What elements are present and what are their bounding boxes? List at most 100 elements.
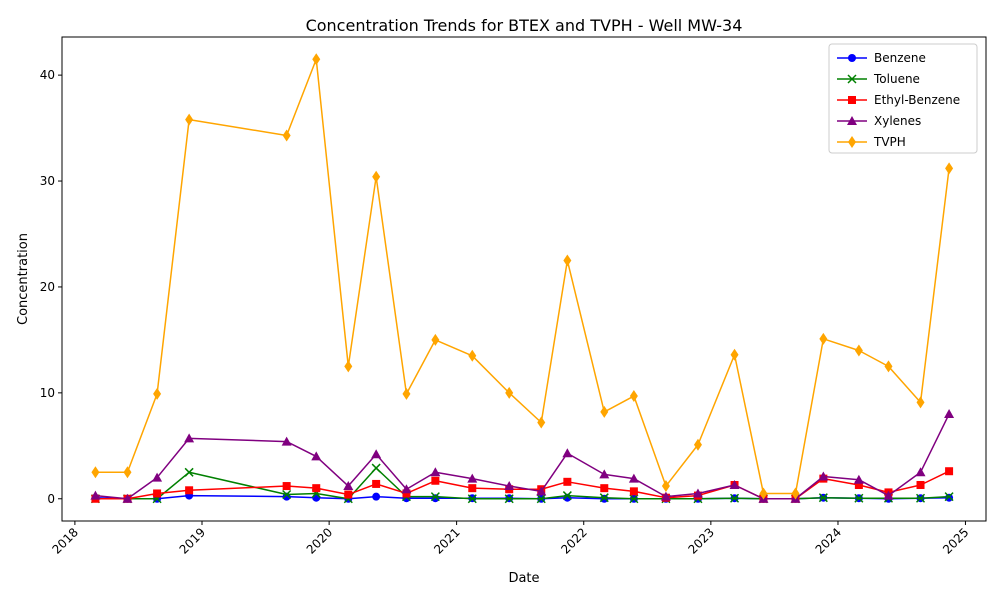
- legend-swatch-marker: [847, 74, 857, 84]
- xylenes-point: [504, 481, 515, 491]
- xylenes-point: [562, 448, 573, 458]
- tvph-point: [563, 254, 572, 267]
- tvph-point: [854, 344, 863, 357]
- toluene-point: [562, 491, 572, 501]
- ethyl-benzene-point: [372, 479, 381, 488]
- xylenes-point: [536, 486, 547, 496]
- xylenes-point: [660, 491, 671, 501]
- xylenes-point: [883, 490, 894, 500]
- tvph-point: [372, 170, 381, 183]
- legend-swatch-marker: [848, 54, 856, 62]
- ethyl-benzene-line: [95, 470, 950, 500]
- xylenes-point: [152, 472, 163, 482]
- xylenes-point: [371, 449, 382, 459]
- tvph-point: [505, 386, 514, 399]
- legend-item-toluene: Toluene: [837, 72, 920, 86]
- legend-label: Xylenes: [874, 114, 921, 128]
- y-axis-label: Concentration: [16, 233, 31, 325]
- ethyl-benzene-point: [468, 484, 477, 493]
- xylenes-point: [430, 467, 441, 477]
- tvph-series: [91, 53, 954, 500]
- y-tick-label: 30: [40, 174, 55, 188]
- toluene-point: [730, 493, 740, 503]
- tvph-point: [819, 332, 828, 345]
- xylenes-point: [281, 436, 292, 446]
- ethyl-benzene-point: [563, 477, 572, 486]
- benzene-point: [312, 493, 321, 502]
- tvph-point: [629, 390, 638, 403]
- legend-swatch-marker: [848, 96, 856, 104]
- xylenes-point: [915, 467, 926, 477]
- tvph-point: [759, 487, 768, 500]
- xylenes-point: [467, 473, 478, 483]
- tvph-point: [91, 466, 100, 479]
- ethyl-benzene-point: [945, 467, 954, 476]
- tvph-point: [402, 387, 411, 400]
- tvph-point: [468, 349, 477, 362]
- toluene-point: [854, 493, 864, 503]
- xylenes-point: [944, 409, 955, 419]
- legend-item-ethyl-benzene: Ethyl-Benzene: [837, 93, 960, 107]
- xylenes-point: [729, 479, 740, 489]
- xylenes-point: [692, 488, 703, 498]
- legend-item-tvph: TVPH: [837, 135, 906, 149]
- toluene-point: [504, 494, 514, 504]
- xylenes-point: [184, 433, 195, 443]
- xylenes-point: [818, 471, 829, 481]
- y-axis-ticks: 0 10 20 30 40: [40, 68, 62, 506]
- axes-frame: [61, 36, 987, 522]
- benzene-point: [431, 494, 440, 503]
- y-tick-label: 0: [47, 492, 55, 506]
- legend-label: TVPH: [873, 135, 906, 149]
- ethyl-benzene-point: [344, 490, 353, 499]
- xylenes-point: [311, 451, 322, 461]
- toluene-point: [536, 494, 546, 504]
- xylenes-point: [122, 493, 133, 503]
- ethyl-benzene-point: [312, 484, 321, 493]
- toluene-point: [944, 492, 954, 502]
- ethyl-benzene-point: [916, 480, 925, 489]
- tvph-point: [123, 466, 132, 479]
- ethyl-benzene-point: [854, 480, 863, 489]
- toluene-point: [467, 494, 477, 504]
- tvph-point: [153, 387, 162, 400]
- x-axis-label: Date: [508, 571, 539, 586]
- tvph-point: [916, 396, 925, 409]
- tvph-point: [185, 113, 194, 126]
- y-tick-label: 10: [40, 386, 55, 400]
- legend: Benzene Toluene Ethyl-Benzene Xylenes TVPH: [828, 43, 978, 154]
- toluene-point: [430, 492, 440, 502]
- tvph-point: [693, 438, 702, 451]
- ethyl-benzene-point: [431, 476, 440, 485]
- legend-label: Ethyl-Benzene: [874, 93, 960, 107]
- legend-box: [828, 43, 978, 154]
- tvph-point: [600, 405, 609, 418]
- xylenes-point: [599, 469, 610, 479]
- toluene-point: [371, 463, 381, 473]
- tvph-point: [661, 480, 670, 493]
- series-layer: [90, 53, 955, 504]
- tvph-point: [537, 416, 546, 429]
- y-tick-label: 20: [40, 280, 55, 294]
- ethyl-benzene-point: [282, 482, 291, 491]
- tvph-point: [312, 53, 321, 66]
- toluene-series: [90, 463, 954, 504]
- ethyl-benzene-point: [185, 486, 194, 495]
- benzene-point: [372, 492, 381, 501]
- legend-item-benzene: Benzene: [837, 51, 926, 65]
- y-tick-label: 40: [40, 68, 55, 82]
- chart-title: Concentration Trends for BTEX and TVPH -…: [306, 16, 743, 35]
- tvph-point: [344, 360, 353, 373]
- toluene-point: [599, 493, 609, 503]
- xylenes-point: [401, 484, 412, 494]
- legend-item-xylenes: Xylenes: [837, 114, 921, 128]
- tvph-point: [945, 162, 954, 175]
- legend-swatch-marker: [847, 116, 857, 125]
- tvph-point: [282, 129, 291, 142]
- ethyl-benzene-point: [600, 484, 609, 493]
- tvph-line: [95, 58, 950, 495]
- ethyl-benzene-point: [402, 489, 411, 498]
- toluene-line: [95, 467, 950, 500]
- toluene-point: [915, 493, 926, 503]
